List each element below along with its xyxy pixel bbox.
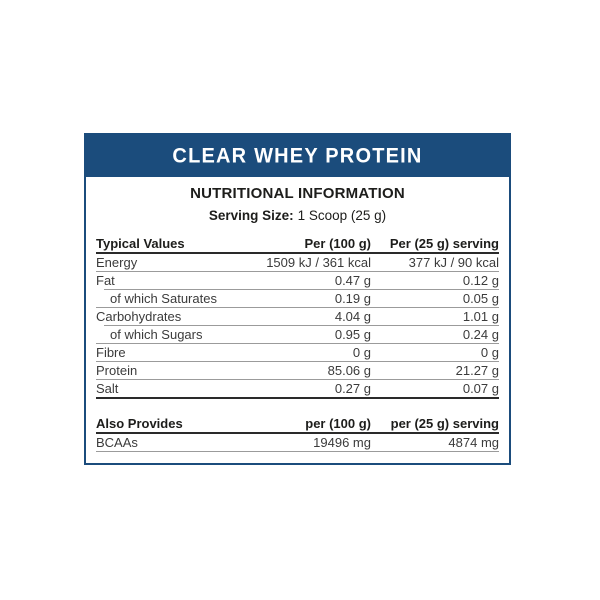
value-per-25g: 0.05 g <box>462 291 499 306</box>
value-per-100g: 0.95 g <box>334 327 371 342</box>
table-row: of which Sugars 0.95 g 0.24 g <box>96 326 499 343</box>
value-per-25g: 0 g <box>480 345 499 360</box>
row-label: of which Saturates <box>110 291 217 306</box>
table-row: BCAAs 19496 mg 4874 mg <box>96 434 499 451</box>
column-header: Also Provides <box>96 416 183 431</box>
also-provides-table: Also Provides per (100 g) per (25 g) servi… <box>96 415 499 452</box>
row-label: Salt <box>96 381 119 396</box>
table-row: Energy 1509 kJ / 361 kcal 377 kJ / 90 kcal <box>96 254 499 271</box>
value-per-25g: 377 kJ / 90 kcal <box>408 255 499 270</box>
divider <box>96 397 499 399</box>
divider <box>96 451 499 452</box>
row-label: of which Sugars <box>110 327 203 342</box>
column-header: per (100 g) <box>305 416 371 431</box>
table-row: Fibre 0 g 0 g <box>96 344 499 361</box>
value-per-100g: 0.47 g <box>334 273 371 288</box>
value-per-100g: 0 g <box>352 345 371 360</box>
serving-size-line: Serving Size: 1 Scoop (25 g) <box>96 208 499 223</box>
header-band: CLEAR WHEY PROTEIN <box>86 135 509 177</box>
value-per-100g: 0.27 g <box>334 381 371 396</box>
row-label: BCAAs <box>96 435 138 450</box>
divider <box>96 432 499 434</box>
value-per-100g: 0.19 g <box>334 291 371 306</box>
row-label: Fibre <box>96 345 126 360</box>
divider <box>96 379 499 380</box>
serving-size-label: Serving Size: <box>208 208 294 223</box>
table-header-row: Typical Values Per (100 g) Per (25 g) serv… <box>96 235 499 252</box>
value-per-100g: 19496 mg <box>313 435 371 450</box>
nutrition-label-panel: CLEAR WHEY PROTEIN NUTRITIONAL INFORMATI… <box>84 133 511 465</box>
divider <box>96 361 499 362</box>
column-header: per (25 g) serving <box>390 416 499 431</box>
column-header: Per (100 g) <box>304 236 371 251</box>
value-per-25g: 0.12 g <box>462 273 499 288</box>
divider <box>104 325 499 326</box>
column-header: Per (25 g) serving <box>389 236 499 251</box>
divider <box>96 307 499 308</box>
divider <box>96 343 499 344</box>
value-per-25g: 4874 mg <box>448 435 499 450</box>
serving-size-value: 1 Scoop (25 g) <box>297 208 387 223</box>
divider <box>96 271 499 272</box>
table-row: Protein 85.06 g 21.27 g <box>96 362 499 379</box>
value-per-25g: 0.07 g <box>462 381 499 396</box>
row-label: Carbohydrates <box>96 309 182 324</box>
label-content: NUTRITIONAL INFORMATION Serving Size: 1 S… <box>86 186 509 452</box>
value-per-25g: 0.24 g <box>462 327 499 342</box>
table-row: Salt 0.27 g 0.07 g <box>96 380 499 397</box>
value-per-25g: 1.01 g <box>462 309 499 324</box>
nutrition-info-heading: NUTRITIONAL INFORMATION <box>190 185 405 202</box>
table-row: of which Saturates 0.19 g 0.05 g <box>96 290 499 307</box>
row-label: Protein <box>96 363 138 378</box>
table-row: Carbohydrates 4.04 g 1.01 g <box>96 308 499 325</box>
value-per-100g: 85.06 g <box>327 363 371 378</box>
divider <box>96 252 499 254</box>
table-row: Fat 0.47 g 0.12 g <box>96 272 499 289</box>
column-header: Typical Values <box>96 236 185 251</box>
value-per-25g: 21.27 g <box>455 363 499 378</box>
typical-values-table: Typical Values Per (100 g) Per (25 g) serv… <box>96 235 499 399</box>
row-label: Fat <box>96 273 115 288</box>
value-per-100g: 4.04 g <box>334 309 371 324</box>
row-label: Energy <box>96 255 138 270</box>
divider <box>104 289 499 290</box>
product-title: CLEAR WHEY PROTEIN <box>172 143 423 168</box>
table-header-row: Also Provides per (100 g) per (25 g) servi… <box>96 415 499 432</box>
value-per-100g: 1509 kJ / 361 kcal <box>266 255 371 270</box>
